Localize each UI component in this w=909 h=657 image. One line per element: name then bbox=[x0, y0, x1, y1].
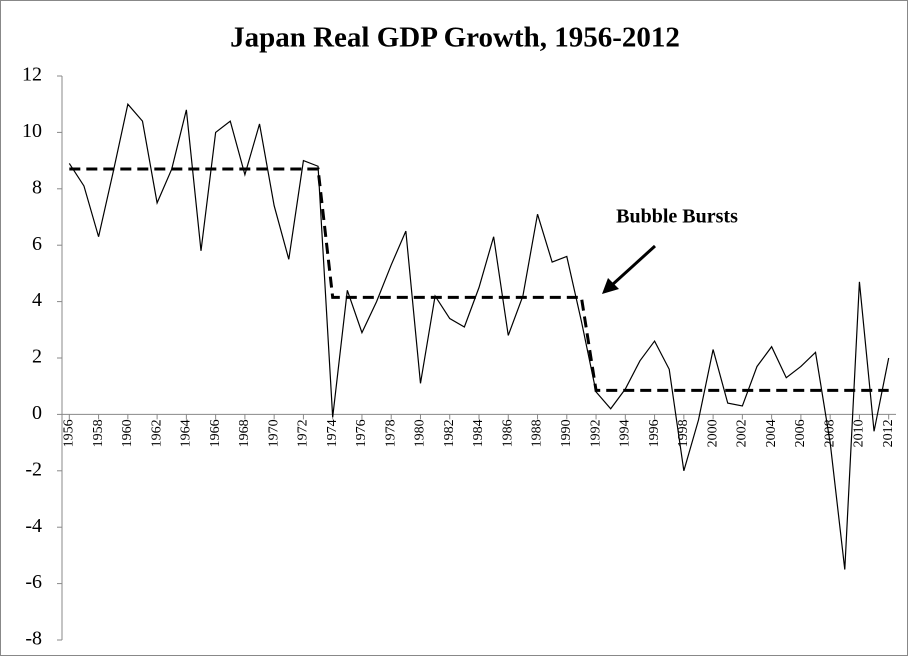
dashed-line bbox=[69, 167, 889, 392]
x-tick-label: 1964 bbox=[179, 419, 194, 447]
x-tick-label: 2008 bbox=[822, 419, 837, 447]
x-tick-label: 1962 bbox=[149, 419, 164, 447]
y-tick-label: 0 bbox=[32, 402, 42, 424]
x-tick-label: 2000 bbox=[705, 419, 720, 447]
x-tick-label: 1994 bbox=[618, 419, 633, 447]
y-tick-label: 12 bbox=[22, 64, 42, 86]
annotation: Bubble Bursts bbox=[616, 206, 738, 228]
x-tick-label: 2006 bbox=[793, 419, 808, 447]
x-tick-label: 1996 bbox=[647, 419, 662, 447]
arrow-head bbox=[602, 278, 619, 294]
y-tick-label: -4 bbox=[25, 515, 42, 537]
y-tick-label: 6 bbox=[32, 233, 42, 255]
y-tick-label: -6 bbox=[25, 571, 42, 593]
x-tick-label: 1972 bbox=[296, 419, 311, 447]
x-tick-label: 1970 bbox=[266, 419, 281, 447]
x-tick-label: 1988 bbox=[530, 419, 545, 447]
x-tick-label: 1976 bbox=[354, 419, 369, 447]
y-tick-label: 8 bbox=[32, 176, 42, 198]
y-tick-label: -2 bbox=[25, 458, 42, 480]
data-line bbox=[68, 102, 890, 570]
y-tick-label: -8 bbox=[25, 628, 42, 650]
x-tick-label: 2012 bbox=[881, 419, 896, 447]
x-tick-label: 1990 bbox=[559, 419, 574, 447]
x-tick-label: 1960 bbox=[120, 419, 135, 447]
x-tick-label: 1992 bbox=[588, 419, 603, 447]
x-tick-label: 2010 bbox=[852, 419, 867, 447]
x-tick-label: 1986 bbox=[500, 419, 515, 447]
x-tick-label: 1974 bbox=[325, 419, 340, 447]
y-tick-label: 2 bbox=[32, 346, 42, 368]
x-tick-label: 2002 bbox=[735, 419, 750, 447]
x-tick-label: 1968 bbox=[237, 419, 252, 447]
x-tick-label: 1980 bbox=[413, 419, 428, 447]
x-tick-label: 2004 bbox=[764, 419, 779, 447]
x-tick-label: 1978 bbox=[383, 419, 398, 447]
chart-title: Japan Real GDP Growth, 1956-2012 bbox=[230, 22, 680, 54]
x-tick-label: 1966 bbox=[208, 419, 223, 447]
annotation-arrow bbox=[610, 244, 657, 287]
x-tick-label: 1958 bbox=[91, 419, 106, 447]
x-tick-label: 1956 bbox=[62, 419, 77, 447]
y-tick-label: 10 bbox=[22, 120, 42, 142]
x-tick-label: 1982 bbox=[442, 419, 457, 447]
x-tick-label: 1984 bbox=[471, 419, 486, 447]
y-tick-label: 4 bbox=[32, 289, 42, 311]
